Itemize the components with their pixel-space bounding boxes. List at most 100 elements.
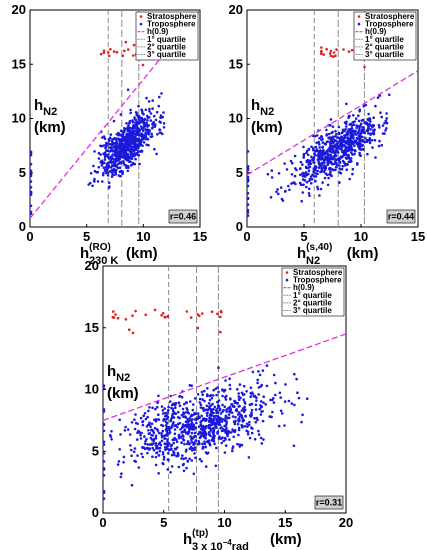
stratosphere-point xyxy=(164,316,167,319)
troposphere-point xyxy=(119,139,123,142)
stratosphere-point xyxy=(320,50,323,53)
troposphere-point xyxy=(289,159,293,163)
troposphere-point xyxy=(249,386,253,390)
troposphere-point xyxy=(277,172,281,175)
troposphere-point xyxy=(199,420,202,424)
troposphere-point xyxy=(205,404,209,408)
troposphere-point xyxy=(224,431,228,435)
troposphere-point xyxy=(229,409,232,412)
y-tick-label: 5 xyxy=(19,165,26,180)
troposphere-point xyxy=(204,426,207,430)
troposphere-point xyxy=(130,421,134,424)
x-axis-label-sub: N2 xyxy=(306,255,320,267)
troposphere-point xyxy=(346,139,349,143)
troposphere-point xyxy=(181,425,184,429)
troposphere-point xyxy=(339,137,343,141)
troposphere-point xyxy=(107,156,110,159)
troposphere-point xyxy=(132,139,136,143)
troposphere-point xyxy=(149,119,153,122)
troposphere-point xyxy=(332,162,336,166)
troposphere-point xyxy=(114,144,117,148)
troposphere-point xyxy=(186,440,190,443)
troposphere-point xyxy=(290,161,294,165)
troposphere-point xyxy=(256,381,259,385)
stratosphere-point xyxy=(131,331,135,335)
troposphere-point xyxy=(121,135,124,138)
troposphere-point xyxy=(309,175,313,178)
troposphere-point xyxy=(141,134,145,137)
troposphere-point xyxy=(165,422,169,425)
troposphere-point xyxy=(193,452,196,455)
troposphere-point xyxy=(372,116,376,119)
troposphere-point xyxy=(183,442,186,446)
troposphere-point xyxy=(129,164,133,167)
troposphere-point xyxy=(177,453,180,457)
troposphere-point xyxy=(314,179,317,183)
troposphere-point xyxy=(283,162,286,165)
troposphere-point xyxy=(259,436,263,440)
troposphere-point xyxy=(349,141,352,144)
troposphere-point xyxy=(381,124,385,127)
x-tick-label: 0 xyxy=(26,229,33,244)
troposphere-point xyxy=(193,434,196,438)
troposphere-point xyxy=(223,451,227,454)
troposphere-point xyxy=(119,129,123,132)
troposphere-point xyxy=(209,394,213,397)
troposphere-point xyxy=(164,448,167,452)
troposphere-point xyxy=(29,169,33,173)
y-tick-label: 15 xyxy=(85,320,99,335)
troposphere-point xyxy=(162,458,166,461)
troposphere-point xyxy=(314,175,318,178)
troposphere-point xyxy=(305,160,309,164)
troposphere-point xyxy=(341,165,345,168)
troposphere-point xyxy=(278,391,282,395)
troposphere-point xyxy=(310,182,313,185)
troposphere-point xyxy=(248,414,252,417)
stratosphere-point xyxy=(102,51,106,54)
troposphere-point xyxy=(385,117,389,120)
troposphere-point xyxy=(351,167,355,171)
troposphere-point xyxy=(125,166,128,169)
troposphere-point xyxy=(112,138,115,141)
troposphere-point xyxy=(329,124,332,127)
troposphere-point xyxy=(167,451,170,455)
troposphere-point xyxy=(194,426,197,430)
troposphere-point xyxy=(341,138,345,141)
troposphere-point xyxy=(199,424,203,428)
troposphere-point xyxy=(250,426,253,430)
troposphere-point xyxy=(222,408,225,412)
x-axis-unit: (km) xyxy=(347,245,379,262)
stratosphere-point xyxy=(198,314,201,318)
troposphere-point xyxy=(237,428,241,432)
troposphere-point xyxy=(317,166,321,169)
troposphere-point xyxy=(227,413,231,416)
troposphere-point xyxy=(302,183,305,187)
troposphere-point xyxy=(158,95,161,99)
troposphere-point xyxy=(164,442,168,446)
troposphere-point xyxy=(146,415,149,419)
troposphere-point xyxy=(370,139,374,142)
troposphere-point xyxy=(149,425,152,429)
troposphere-point xyxy=(254,420,258,424)
troposphere-point xyxy=(213,421,217,425)
troposphere-point xyxy=(243,400,246,404)
troposphere-point xyxy=(241,424,244,428)
troposphere-point xyxy=(206,387,209,390)
troposphere-point xyxy=(257,386,261,389)
troposphere-point xyxy=(128,121,131,125)
troposphere-point xyxy=(193,397,197,400)
troposphere-point xyxy=(277,424,281,428)
troposphere-point xyxy=(331,148,335,151)
troposphere-point xyxy=(340,135,344,139)
troposphere-point xyxy=(314,145,318,149)
troposphere-point xyxy=(269,398,272,402)
troposphere-point xyxy=(302,145,305,149)
troposphere-point xyxy=(92,179,96,183)
troposphere-point xyxy=(327,176,330,180)
troposphere-point xyxy=(141,455,145,459)
troposphere-point xyxy=(358,138,362,141)
troposphere-point xyxy=(143,435,146,438)
troposphere-point xyxy=(107,186,111,190)
